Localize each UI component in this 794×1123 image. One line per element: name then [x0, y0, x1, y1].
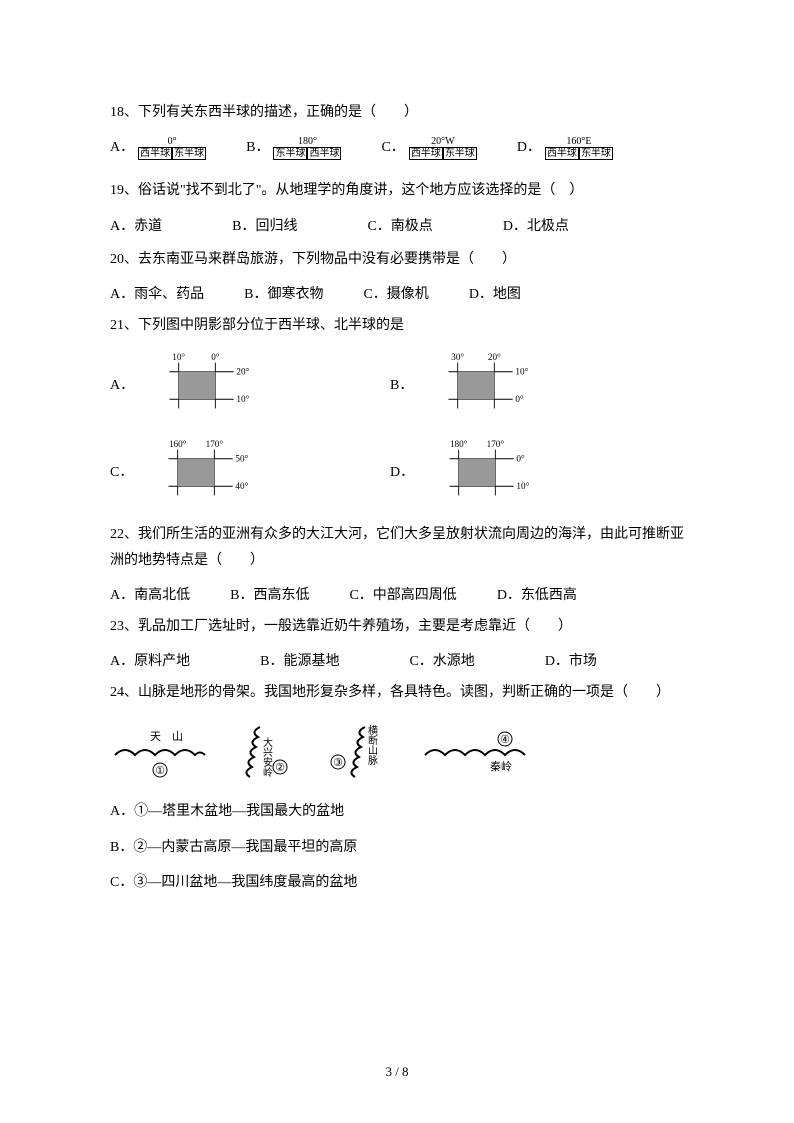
- mountain3-icon: 横断山脉 ③: [325, 717, 400, 787]
- q21-text: 21、下列图中阴影部分位于西半球、北半球的是: [110, 313, 684, 338]
- q21-mapA-icon: 10° 0° 20° 10°: [142, 348, 252, 423]
- svg-text:③: ③: [333, 757, 343, 769]
- q20-text: 20、去东南亚马来群岛旅游，下列物品中没有必要携带是（ ）: [110, 247, 684, 272]
- svg-text:10°: 10°: [237, 394, 250, 404]
- q18-B-top: 180°: [298, 136, 317, 147]
- q18-D-l: 西半球: [545, 147, 579, 160]
- q20-B: B．御寒衣物: [244, 282, 323, 307]
- q18-B-label: B．: [246, 135, 269, 160]
- svg-text:30°: 30°: [452, 352, 465, 362]
- q18-A-l: 西半球: [138, 147, 172, 160]
- q24-B: B．②—内蒙古高原—我国最平坦的高原: [110, 835, 684, 860]
- svg-text:160°: 160°: [169, 439, 187, 449]
- mountain1-icon: 天 山 ①: [110, 725, 210, 780]
- q18-B-r: 西半球: [307, 147, 341, 160]
- q18-C-box: 20°W 西半球东半球: [409, 136, 477, 160]
- q20-options: A．雨伞、药品 B．御寒衣物 C．摄像机 D．地图: [110, 282, 684, 307]
- mountain2-icon: 大兴安岭 ②: [230, 717, 305, 787]
- svg-text:天 山: 天 山: [150, 730, 183, 743]
- svg-text:20°: 20°: [237, 367, 250, 377]
- svg-text:②: ②: [275, 762, 285, 774]
- q22-C: C．中部高四周低: [349, 583, 456, 608]
- svg-text:①: ①: [155, 765, 165, 777]
- q23-A: A．原料产地: [110, 649, 190, 674]
- page-number: 3 / 8: [0, 1060, 794, 1083]
- q20-C: C．摄像机: [363, 282, 428, 307]
- svg-text:10°: 10°: [517, 481, 530, 491]
- q24-A: A．①—塔里木盆地—我国最大的盆地: [110, 799, 684, 824]
- svg-text:20°: 20°: [488, 352, 501, 362]
- q23-C: C．水源地: [409, 649, 474, 674]
- q18-A-r: 东半球: [172, 147, 206, 160]
- q18-B-l: 东半球: [273, 147, 307, 160]
- q20-A: A．雨伞、药品: [110, 282, 204, 307]
- svg-text:180°: 180°: [450, 439, 468, 449]
- q24-mountains: 天 山 ① 大兴安岭 ② 横断山脉 ③ 秦岭 ④: [110, 717, 684, 787]
- q18-options: A． 0° 西半球东半球 B． 180° 东半球西半球 C． 20°W 西半球东…: [110, 135, 684, 160]
- svg-text:秦岭: 秦岭: [490, 759, 512, 773]
- q22-D: D．东低西高: [497, 583, 577, 608]
- svg-text:10°: 10°: [516, 367, 529, 377]
- mountain4-icon: 秦岭 ④: [420, 725, 530, 780]
- q21-mapD-icon: 180° 170° 0° 10°: [422, 435, 532, 510]
- svg-text:④: ④: [500, 734, 510, 746]
- q21-row2: C． 160° 170° 50° 40° D． 180°: [110, 435, 684, 510]
- q18-B-box: 180° 东半球西半球: [273, 136, 341, 160]
- q18-C-top: 20°W: [431, 136, 454, 147]
- q23-options: A．原料产地 B．能源基地 C．水源地 D．市场: [110, 649, 684, 674]
- q20-D: D．地图: [469, 282, 521, 307]
- q18-C-r: 东半球: [443, 147, 477, 160]
- q22-text: 22、我们所生活的亚洲有众多的大江大河，它们大多呈放射状流向周边的海洋，由此可推…: [110, 522, 684, 572]
- q23-text: 23、乳品加工厂选址时，一般选靠近奶牛养殖场，主要是考虑靠近（ ）: [110, 614, 684, 639]
- q19-options: A．赤道 B．回归线 C．南极点 D．北极点: [110, 214, 684, 239]
- q18-C-l: 西半球: [409, 147, 443, 160]
- svg-text:170°: 170°: [206, 439, 224, 449]
- q21-A: A．: [110, 373, 134, 398]
- q19-D: D．北极点: [503, 214, 569, 239]
- svg-text:0°: 0°: [517, 454, 526, 464]
- q21-row1: A． 10° 0° 20° 10° B． 30°: [110, 348, 684, 423]
- svg-text:50°: 50°: [236, 454, 249, 464]
- svg-text:40°: 40°: [236, 481, 249, 491]
- q18-C-label: C．: [381, 135, 404, 160]
- svg-text:10°: 10°: [172, 352, 185, 362]
- q18-D-box: 160°E 西半球东半球: [545, 136, 613, 160]
- page: 18、下列有关东西半球的描述，正确的是（ ） A． 0° 西半球东半球 B． 1…: [0, 0, 794, 1123]
- q18-D-label: D．: [517, 135, 541, 160]
- svg-text:0°: 0°: [516, 394, 525, 404]
- q21-mapB-icon: 30° 20° 10° 0°: [421, 348, 531, 423]
- q22-A: A．南高北低: [110, 583, 190, 608]
- q21-C: C．: [110, 460, 133, 485]
- q24-text: 24、山脉是地形的骨架。我国地形复杂多样，各具特色。读图，判断正确的一项是（ ）: [110, 680, 684, 705]
- q21-D: D．: [390, 460, 414, 485]
- q23-B: B．能源基地: [260, 649, 339, 674]
- svg-text:170°: 170°: [487, 439, 505, 449]
- q18-A-box: 0° 西半球东半球: [138, 136, 206, 160]
- q23-D: D．市场: [545, 649, 597, 674]
- q19-C: C．南极点: [367, 214, 432, 239]
- q18-D-r: 东半球: [579, 147, 613, 160]
- q19-text: 19、俗话说"找不到北了"。从地理学的角度讲，这个地方应该选择的是（ ）: [110, 178, 684, 203]
- svg-text:横断山脉: 横断山脉: [366, 724, 378, 765]
- q21-mapC-icon: 160° 170° 50° 40°: [141, 435, 251, 510]
- q18-text: 18、下列有关东西半球的描述，正确的是（ ）: [110, 100, 684, 125]
- q18-D-top: 160°E: [566, 136, 591, 147]
- svg-text:大兴安岭: 大兴安岭: [261, 736, 273, 778]
- svg-text:0°: 0°: [211, 352, 220, 362]
- q19-A: A．赤道: [110, 214, 162, 239]
- q18-A-label: A．: [110, 135, 134, 160]
- q22-options: A．南高北低 B．西高东低 C．中部高四周低 D．东低西高: [110, 583, 684, 608]
- q19-B: B．回归线: [232, 214, 297, 239]
- q22-B: B．西高东低: [230, 583, 309, 608]
- q18-A-top: 0°: [168, 136, 177, 147]
- q24-C: C．③—四川盆地—我国纬度最高的盆地: [110, 870, 684, 895]
- q21-B: B．: [390, 373, 413, 398]
